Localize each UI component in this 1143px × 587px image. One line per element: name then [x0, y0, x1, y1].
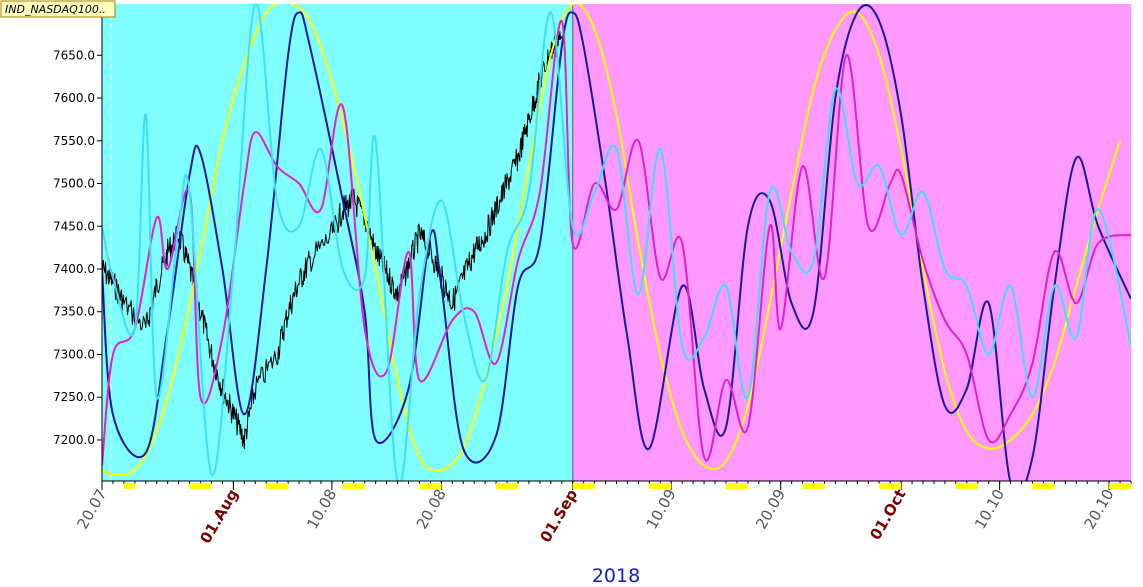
series-line-1	[102, 4, 1122, 476]
y-tick-label: 7600.0	[53, 91, 95, 105]
series-layer	[102, 4, 1131, 481]
year-label: 2018	[592, 565, 640, 587]
weekend-marker	[879, 483, 891, 489]
weekend-marker	[430, 483, 442, 489]
weekend-marker	[1120, 483, 1131, 489]
y-tick-label: 7200.0	[53, 433, 95, 447]
weekend-marker	[507, 483, 518, 489]
weekend-markers	[123, 483, 1131, 489]
y-tick-label: 7400.0	[53, 262, 95, 276]
x-tick-label: 01.Sep	[536, 486, 581, 546]
weekend-marker	[725, 483, 737, 489]
weekend-marker	[342, 483, 354, 489]
x-tick-label: 10.10	[971, 486, 1008, 532]
x-axis: 20.07 01.Aug 10.08 20.08 01.Sep 10.09 20.09 01.…	[73, 481, 1132, 547]
series-line-4	[102, 4, 1131, 481]
y-tick-label: 7250.0	[53, 390, 95, 404]
x-tick-label: 01.Aug	[196, 486, 241, 547]
y-tick-label: 7650.0	[53, 48, 95, 62]
series-line-3	[102, 20, 1131, 466]
weekend-marker	[200, 483, 212, 489]
weekend-marker	[955, 483, 967, 489]
background-regions	[102, 4, 1131, 481]
x-tick-label: 10.09	[643, 486, 680, 532]
weekend-marker	[266, 483, 278, 489]
weekend-marker	[189, 483, 201, 489]
symbol-label: IND_NASDAQ100..	[0, 0, 116, 18]
weekend-marker	[419, 483, 431, 489]
weekend-marker	[966, 483, 978, 489]
x-tick-label: 20.07	[73, 486, 110, 532]
symbol-label-box	[0, 0, 116, 18]
y-tick-label: 7550.0	[53, 134, 95, 148]
symbol-label-text: IND_NASDAQ100..	[5, 3, 106, 16]
weekend-marker	[572, 483, 584, 489]
series-line-2	[102, 4, 1131, 481]
weekend-marker	[813, 483, 825, 489]
x-tick-label: 01.Oct	[866, 486, 909, 543]
x-tick-label: 20.08	[413, 486, 450, 532]
x-tick-label: 10.08	[303, 486, 340, 532]
weekend-marker	[890, 483, 902, 489]
weekend-marker	[123, 483, 135, 489]
weekend-marker	[1032, 483, 1044, 489]
weekend-marker	[353, 483, 365, 489]
y-tick-label: 7450.0	[53, 219, 95, 233]
weekend-marker	[660, 483, 672, 489]
series-line-0	[102, 31, 563, 450]
weekend-marker	[583, 483, 595, 489]
weekend-marker	[736, 483, 748, 489]
x-tick-label: 20.10	[1081, 486, 1118, 532]
weekend-marker	[1043, 483, 1055, 489]
weekend-marker	[277, 483, 289, 489]
y-tick-label: 7300.0	[53, 347, 95, 361]
y-axis: 7200.0 7250.0 7300.0 7350.0 7400.0 7450.0 7500…	[53, 6, 102, 447]
weekend-marker	[496, 483, 508, 489]
x-tick-label: 20.09	[752, 486, 789, 532]
weekend-marker	[1109, 483, 1121, 489]
weekend-marker	[802, 483, 814, 489]
y-tick-label: 7350.0	[53, 305, 95, 319]
y-tick-label: 7500.0	[53, 177, 95, 191]
weekend-marker	[649, 483, 661, 489]
